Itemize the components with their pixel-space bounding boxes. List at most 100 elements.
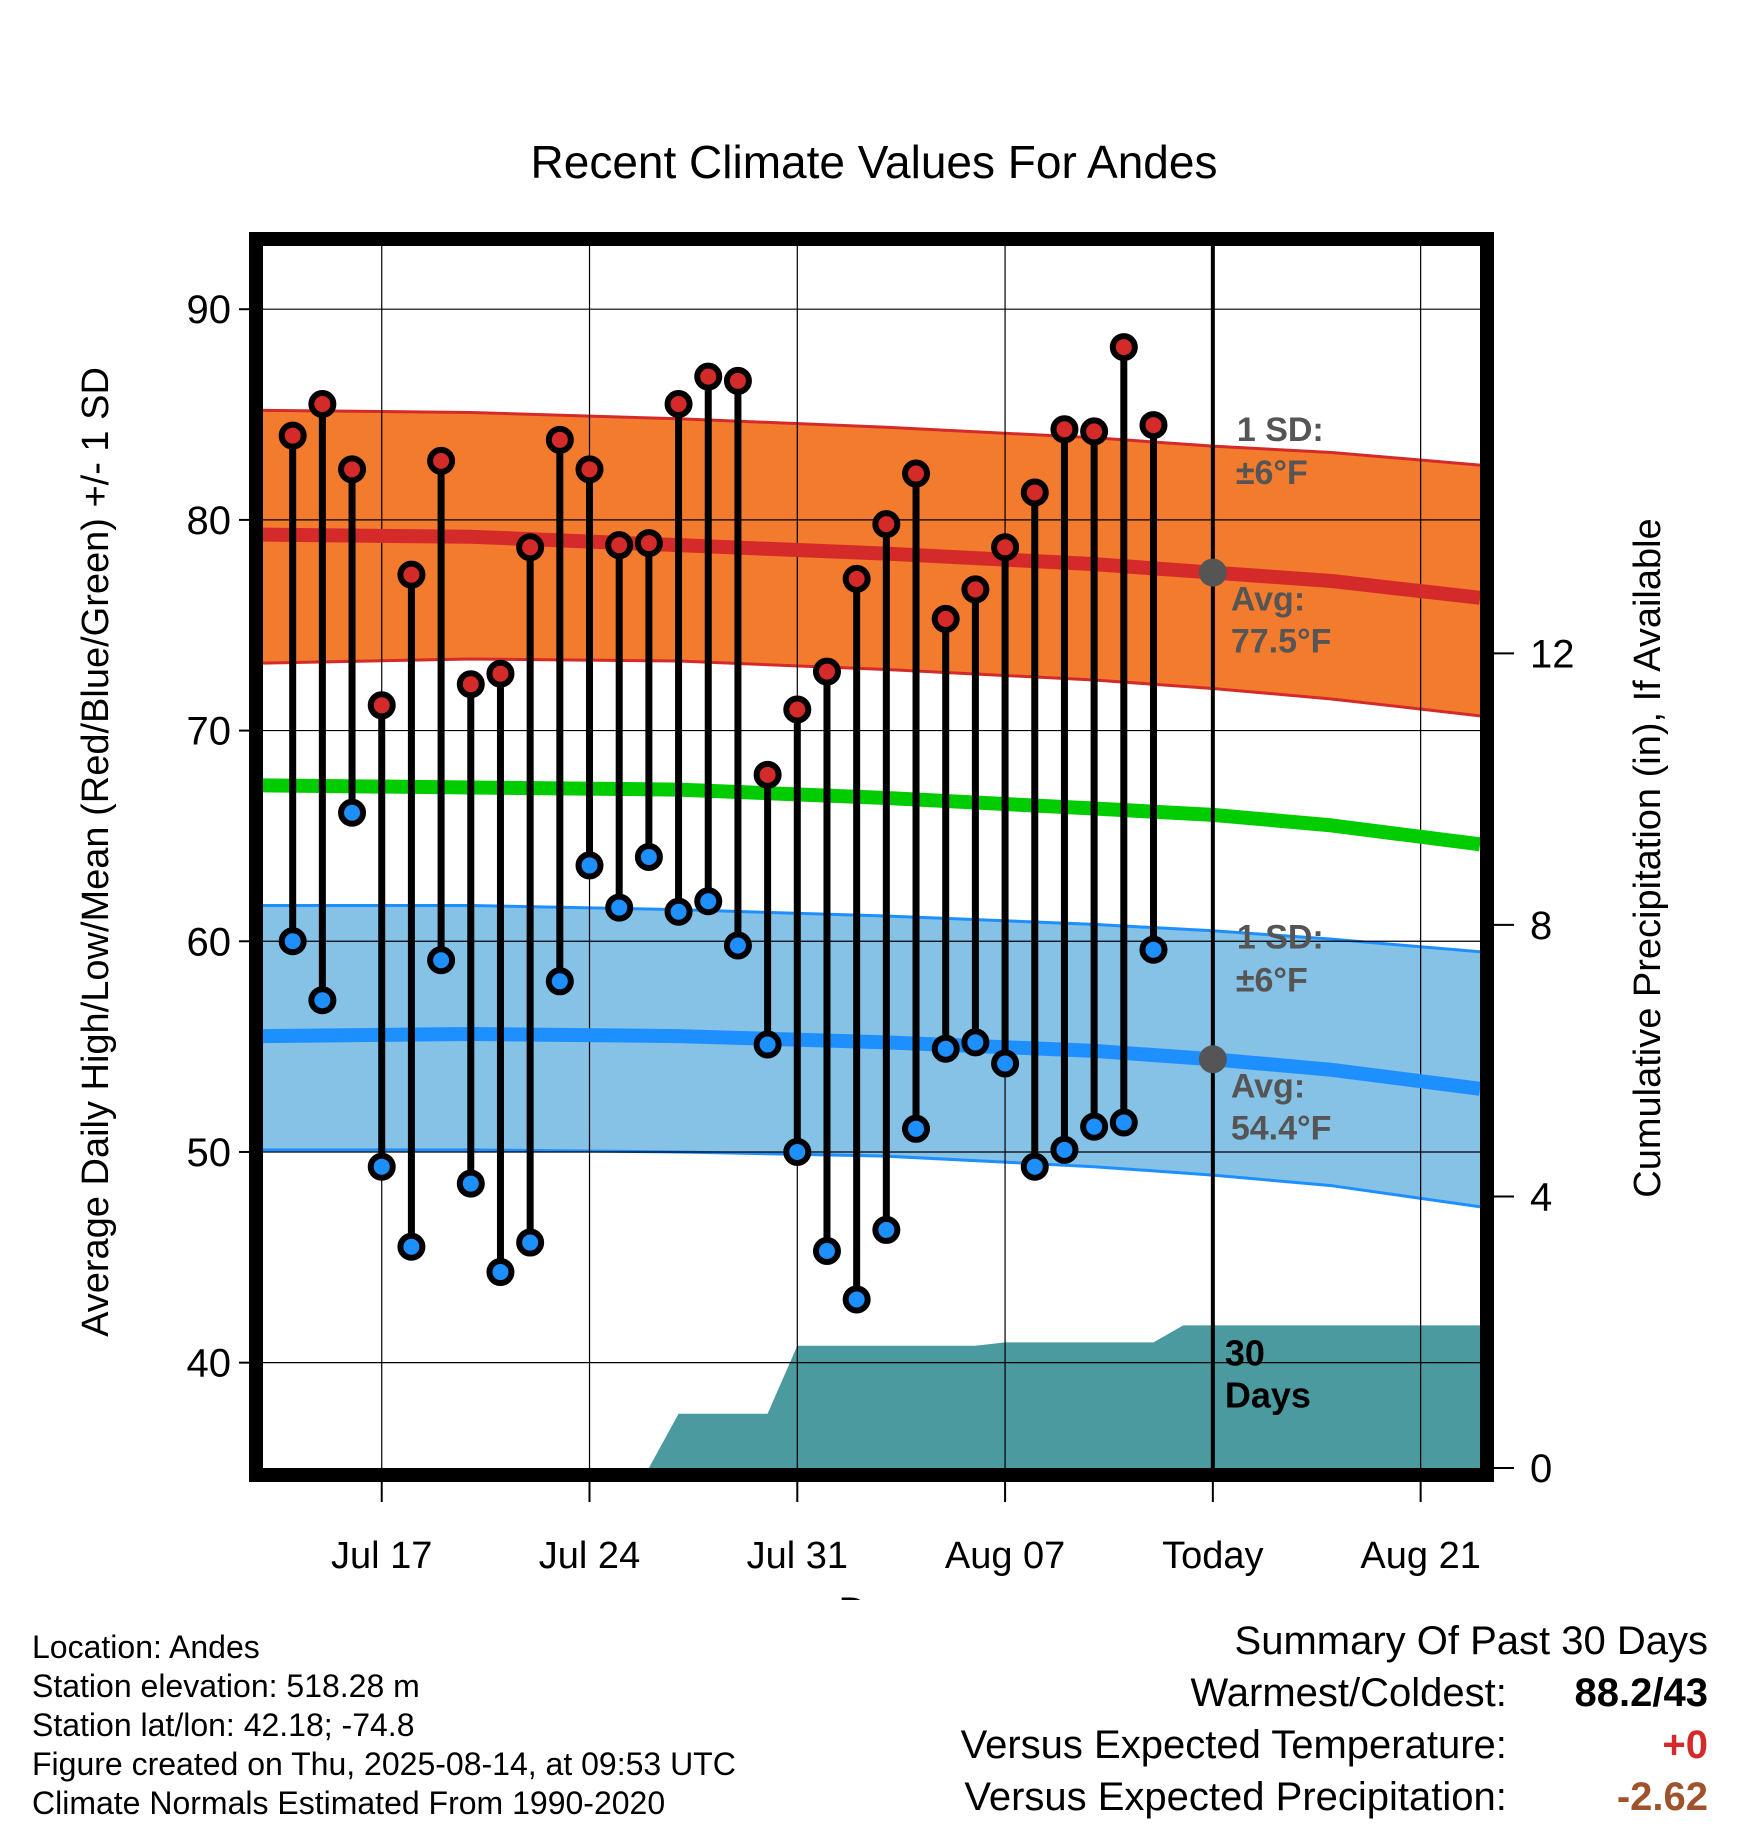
high-temp-point: [1139, 411, 1168, 440]
low-temp-point: [456, 1169, 485, 1198]
high-temp-point: [1080, 417, 1109, 446]
low-temp-point: [1050, 1135, 1079, 1164]
high-temp-point: [872, 510, 901, 539]
high-temp-point: [278, 421, 307, 450]
y2-tick-label: 4: [1530, 1175, 1552, 1219]
low-sd-value: ±6°F: [1236, 962, 1308, 1000]
high-normal-line: [263, 527, 1480, 605]
precip-area: [263, 1325, 1480, 1468]
low-temp-point: [516, 1228, 545, 1257]
high-temp-point: [575, 455, 604, 484]
high-temp-point: [1109, 333, 1138, 362]
y-tick-label: 60: [187, 920, 232, 964]
summary-warm-cold-row: Warmest/Coldest: 88.2/43: [888, 1667, 1709, 1719]
high-sd-lower-line: [263, 657, 1480, 718]
latlon-text: Station lat/lon: 42.18; -74.8: [32, 1707, 415, 1743]
low-temp-point: [961, 1028, 990, 1057]
low-sd-title: 1 SD:: [1237, 919, 1324, 957]
low-temp-point: [1139, 935, 1168, 964]
low-avg-value: 54.4°F: [1231, 1109, 1332, 1147]
y-axis-label: Average Daily High/Low/Mean (Red/Blue/Gr…: [75, 367, 117, 1337]
y-tick-label: 80: [187, 499, 232, 543]
plot-frame: [249, 232, 1494, 1482]
summary-temp-row: Versus Expected Temperature: +0: [888, 1719, 1708, 1771]
high-temp-point: [545, 425, 574, 454]
plot-area: 1 SD: ±6°F Avg: 77.5°F 1 SD: ±6°F Avg: 54.4°F 30…: [187, 232, 1575, 1577]
high-temp-point: [931, 604, 960, 633]
high-temp-point: [664, 390, 693, 419]
low-temp-point: [486, 1258, 515, 1287]
elevation-text: Station elevation: 518.28 m: [32, 1668, 420, 1704]
x-axis-label: Day: [838, 1590, 909, 1600]
high-avg-value: 77.5°F: [1231, 623, 1332, 661]
low-avg-title: Avg:: [1231, 1067, 1305, 1105]
precip-value: -2.62: [1616, 1775, 1708, 1819]
x-tick-label: Jul 31: [747, 1535, 848, 1577]
low-normal-line: [263, 1026, 1480, 1096]
chart-title: Recent Climate Values For Andes: [531, 136, 1218, 188]
x-tick-label: Today: [1162, 1535, 1263, 1577]
y2-tick-label: 0: [1530, 1447, 1552, 1491]
high-sd-title: 1 SD:: [1237, 411, 1324, 449]
y-tick-label: 70: [187, 710, 232, 754]
low-temp-point: [1109, 1108, 1138, 1137]
low-sd-upper-line: [263, 903, 1480, 954]
high-avg-title: Avg:: [1231, 581, 1305, 619]
low-temp-point: [812, 1236, 841, 1265]
high-temp-point: [338, 455, 367, 484]
high-temp-point: [723, 366, 752, 395]
low-temp-point: [694, 887, 723, 916]
low-temp-point: [634, 843, 663, 871]
y-tick-label: 90: [187, 288, 232, 332]
temp-label: Versus Expected Temperature:: [960, 1723, 1507, 1767]
low-temp-point: [664, 897, 693, 926]
high-temp-point: [427, 446, 456, 475]
warm-cold-value: 88.2/43: [1574, 1671, 1708, 1715]
low-temp-point: [308, 986, 337, 1015]
x-tick-label: Aug 21: [1360, 1535, 1480, 1577]
station-info: Location: Andes Station elevation: 518.2…: [32, 1628, 736, 1823]
x-tick-label: Jul 17: [331, 1535, 432, 1577]
low-temp-point: [545, 967, 574, 996]
high-sd-upper-line: [263, 408, 1480, 467]
high-temp-point: [367, 691, 396, 720]
high-temp-point: [902, 459, 931, 488]
x-tick-label: Aug 07: [945, 1535, 1065, 1577]
y2-tick-label: 12: [1530, 632, 1575, 676]
low-temp-point: [753, 1030, 782, 1059]
low-temp-point: [1020, 1152, 1049, 1181]
high-temp-point: [694, 362, 723, 391]
low-temp-point: [783, 1137, 812, 1166]
high-temp-point: [634, 529, 663, 558]
low-temp-point: [1080, 1112, 1109, 1141]
low-temp-point: [338, 798, 367, 827]
summary-title: Summary Of Past 30 Days: [1234, 1619, 1708, 1663]
precip-label-30: 30: [1225, 1332, 1265, 1373]
low-temp-point: [427, 946, 456, 975]
high-temp-point: [516, 533, 545, 562]
climate-chart: Recent Climate Values For Andes 1 SD: ±6°…: [75, 136, 1669, 1600]
low-temp-point: [605, 893, 634, 922]
low-temp-point: [842, 1285, 871, 1314]
high-temp-point: [1050, 415, 1079, 444]
low-temp-point: [872, 1215, 901, 1244]
low-temp-point: [931, 1034, 960, 1063]
warm-cold-label: Warmest/Coldest:: [1190, 1671, 1507, 1715]
location-text: Location: Andes: [32, 1629, 260, 1665]
low-temp-point: [723, 931, 752, 960]
high-temp-point: [456, 670, 485, 699]
high-temp-point: [397, 560, 426, 589]
high-temp-point: [753, 760, 782, 789]
high-temp-point: [605, 531, 634, 560]
low-temp-point: [367, 1152, 396, 1181]
low-temp-point: [278, 927, 307, 956]
normals-text: Climate Normals Estimated From 1990-2020: [32, 1785, 666, 1821]
high-sd-band: [263, 410, 1480, 716]
today-high-avg-marker: [1198, 558, 1227, 587]
today-low-avg-marker: [1198, 1045, 1227, 1074]
y2-tick-label: 8: [1530, 904, 1552, 948]
high-temp-point: [486, 659, 515, 688]
axis-ticks: [239, 308, 1514, 1502]
low-temp-point: [397, 1232, 426, 1261]
low-temp-point: [575, 851, 604, 880]
